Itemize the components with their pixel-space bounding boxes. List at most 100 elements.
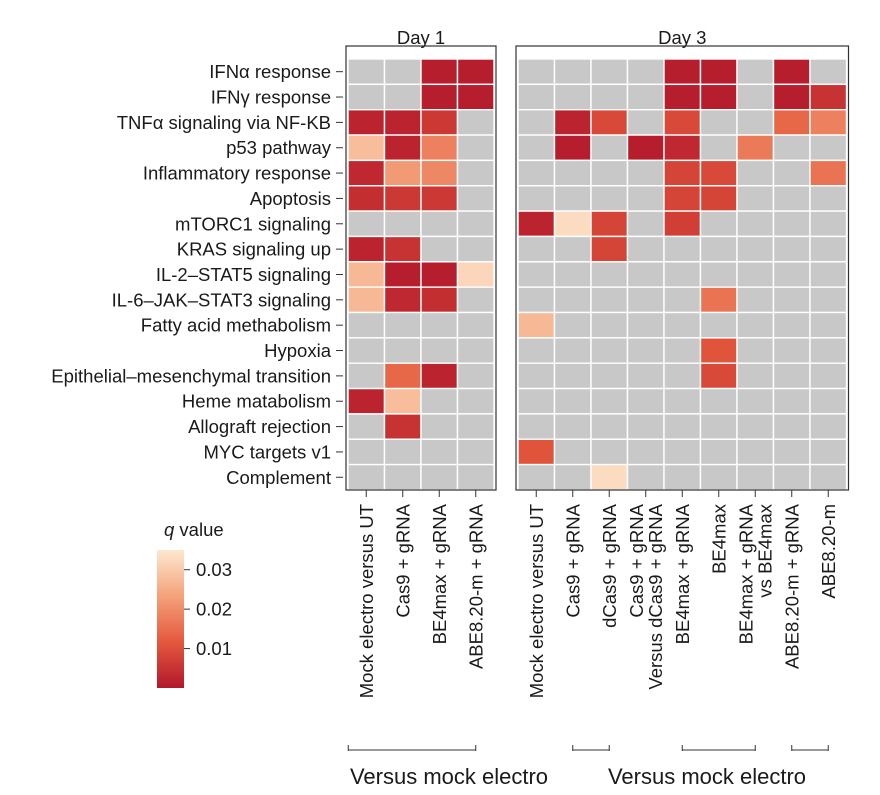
heatmap-cell (347, 261, 386, 288)
group-bracket (791, 745, 829, 751)
heatmap-cell (517, 438, 556, 466)
row-label: Fatty acid methabolism (141, 315, 331, 336)
row-label: KRAS signaling up (177, 239, 331, 260)
heatmap-cell (590, 362, 629, 390)
heatmap-cell (626, 58, 665, 86)
legend-tick-label: 0.03 (196, 559, 232, 580)
group-brackets: Versus mock electro Versus mock electro (347, 745, 829, 789)
heatmap-cell (517, 337, 556, 364)
column-label-line: BE4max + gRNA (429, 503, 450, 644)
heatmap-cell (553, 58, 592, 86)
row-label: Epithelial–mesenchymal transition (51, 365, 331, 386)
heatmap-cell (456, 58, 495, 86)
row-label: IL-2–STAT5 signaling (156, 264, 331, 285)
heatmap-cell (517, 185, 556, 212)
heatmap-cell (553, 235, 592, 263)
heatmap-cell (517, 362, 556, 390)
heatmap-cell (383, 235, 422, 263)
heatmap-cell (553, 362, 592, 390)
heatmap-cell (553, 463, 592, 491)
heatmap-cell (626, 159, 665, 187)
heatmap-cell (626, 413, 665, 440)
heatmap-cell (663, 286, 702, 314)
heatmap-cell (663, 311, 702, 339)
panel-frame (345, 45, 497, 491)
heatmap-cell (736, 108, 775, 136)
column-labels: Mock electro versus UT Cas9 + gRNA BE4max … (356, 490, 839, 698)
heatmap-cell (590, 387, 629, 415)
heatmap-cell (553, 159, 592, 187)
row-label: IFNα response (209, 61, 331, 82)
heatmap-cell (736, 261, 775, 288)
heatmap-cell (772, 413, 811, 440)
heatmap-cell (809, 58, 848, 86)
heatmap-cell (420, 387, 459, 415)
column-label: ABE8.20-m + gRNA (465, 503, 486, 669)
heatmap-cell (699, 108, 738, 136)
heatmap-cell (736, 185, 775, 212)
heatmap-cell (626, 337, 665, 364)
column-label: BE4max + gRNA (672, 503, 693, 644)
heatmap-cell (553, 387, 592, 415)
heatmap-cell (736, 134, 775, 162)
heatmap-cell (736, 159, 775, 187)
heatmap-cell (420, 58, 459, 86)
heatmap-cell (736, 235, 775, 263)
heatmap-cell (456, 210, 495, 238)
group-bracket (572, 745, 610, 751)
heatmap-cell (456, 286, 495, 314)
column-label-line: BE4max + gRNA (672, 503, 693, 644)
heatmap-cell (456, 387, 495, 415)
heatmap-cell (699, 337, 738, 364)
heatmap-cell (553, 134, 592, 162)
column-label-line: Mock electro versus UT (356, 504, 377, 698)
heatmap-cell (590, 159, 629, 187)
heatmap-cell (590, 108, 629, 136)
heatmap-cell (553, 261, 592, 288)
heatmap-cell (517, 413, 556, 440)
heatmap-cell (383, 210, 422, 238)
heatmap-cell (383, 83, 422, 111)
panel-title: Day 1 (397, 27, 445, 48)
column-label-line: Mock electro versus UT (526, 504, 547, 698)
heatmap-cell (809, 134, 848, 162)
heatmap-cell (553, 438, 592, 466)
heatmap-cell (772, 235, 811, 263)
heatmap-cell (553, 413, 592, 440)
heatmap-cell (590, 58, 629, 86)
heatmap-cell (347, 83, 386, 111)
heatmap-cell (383, 463, 422, 491)
heatmap-cell (517, 286, 556, 314)
heatmap-cell (590, 185, 629, 212)
heatmap-cell (626, 210, 665, 238)
heatmap-cell (663, 210, 702, 238)
heatmap-cell (772, 261, 811, 288)
heatmap-cell (809, 362, 848, 390)
heatmap-cell (590, 463, 629, 491)
heatmap-cell (347, 108, 386, 136)
heatmap-cell (456, 438, 495, 466)
heatmap-cell (456, 413, 495, 440)
heatmap-cell (383, 337, 422, 364)
heatmap-cell (456, 311, 495, 339)
heatmap-cell (590, 261, 629, 288)
heatmap-cell (626, 134, 665, 162)
heatmap-cell (456, 159, 495, 187)
heatmap-cell (420, 108, 459, 136)
heatmap-cell (626, 463, 665, 491)
heatmap-cell (553, 311, 592, 339)
heatmap-cell (383, 311, 422, 339)
column-label: Cas9 + gRNA (392, 503, 413, 617)
heatmap-cell (663, 83, 702, 111)
group-bracket (347, 745, 477, 751)
heatmap-cell (347, 235, 386, 263)
heatmap-cell (383, 58, 422, 86)
heatmap-cell (772, 286, 811, 314)
heatmap-cell (626, 185, 665, 212)
heatmap-cell (347, 362, 386, 390)
heatmap-cell (809, 185, 848, 212)
heatmap-cell (420, 210, 459, 238)
heatmap-cell (590, 337, 629, 364)
heatmap-cell (699, 311, 738, 339)
